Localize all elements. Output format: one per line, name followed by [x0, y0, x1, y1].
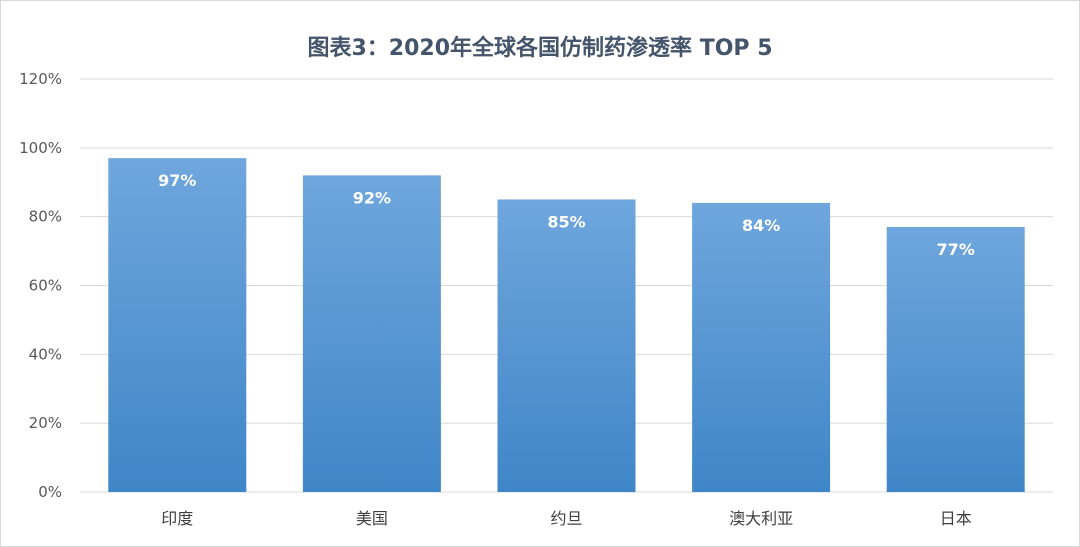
data-label: 77%: [937, 240, 975, 259]
y-tick-label: 20%: [29, 414, 62, 432]
data-labels: 97% 92% 85% 84% 77%: [158, 171, 975, 259]
category-label: 印度: [161, 509, 193, 528]
y-tick-label: 100%: [19, 139, 62, 157]
category-label: 约旦: [550, 509, 582, 528]
category-label: 澳大利亚: [729, 509, 793, 528]
data-label: 92%: [353, 188, 391, 207]
y-axis-tick-labels: 0% 20% 40% 60% 80% 100% 120%: [19, 70, 62, 501]
category-label: 美国: [356, 509, 388, 528]
category-label: 日本: [940, 509, 972, 528]
chart-title: 图表3：2020年全球各国仿制药渗透率 TOP 5: [307, 36, 773, 61]
bar: [302, 175, 441, 492]
data-label: 97%: [158, 171, 196, 190]
bar: [108, 158, 247, 493]
y-tick-label: 80%: [29, 208, 62, 226]
y-tick-label: 0%: [38, 483, 62, 501]
x-axis-category-labels: 印度 美国 约旦 澳大利亚 日本: [161, 509, 971, 528]
bars: [108, 158, 1025, 493]
y-tick-label: 60%: [29, 277, 62, 295]
data-label: 85%: [547, 212, 585, 231]
y-tick-label: 40%: [29, 345, 62, 363]
data-label: 84%: [742, 216, 780, 235]
bar: [497, 199, 636, 493]
bar: [692, 202, 831, 492]
y-tick-label: 120%: [19, 70, 62, 88]
bar: [886, 226, 1025, 492]
